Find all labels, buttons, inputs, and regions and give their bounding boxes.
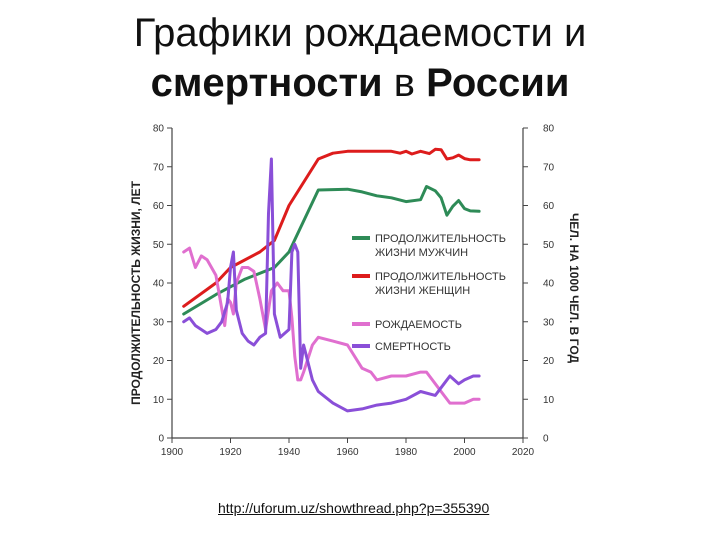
- right-y-tick-label: 80: [543, 124, 555, 135]
- x-tick-label: 1960: [336, 447, 359, 458]
- right-y-tick-label: 50: [543, 240, 555, 251]
- x-tick-label: 1980: [395, 447, 418, 458]
- right-y-tick-label: 30: [543, 317, 555, 328]
- left-y-tick-label: 30: [153, 317, 165, 328]
- title-word-mortality: смертности: [150, 61, 383, 105]
- death-rate-line: [182, 157, 481, 413]
- male-life-expectancy-line: [182, 185, 481, 316]
- life-expectancy-chart: 1900 1920 1940 1960 1980 2000 2020 0 10 20 30 40 50…: [129, 124, 581, 459]
- chart-legend: ПРОДОЛЖИТЕЛЬНОСТЬ ЖИЗНИ МУЖЧИН ПРОДОЛЖИТЕЛ…: [352, 233, 506, 353]
- x-tick-label: 1900: [161, 447, 184, 458]
- right-y-tick-label: 0: [543, 434, 549, 445]
- legend-label: ЖИЗНИ МУЖЧИН: [375, 247, 468, 259]
- title-line-2: смертности в России: [0, 58, 720, 108]
- source-link[interactable]: http://uforum.uz/showthread.php?p=355390: [218, 500, 490, 516]
- left-y-tick-label: 60: [153, 201, 165, 212]
- legend-label: РОЖДАЕМОСТЬ: [375, 319, 462, 331]
- left-y-tick-label: 0: [158, 434, 164, 445]
- right-y-tick-label: 70: [543, 162, 555, 173]
- right-y-axis-ticks: 0 10 20 30 40 50 60 70 80: [523, 124, 555, 445]
- right-y-tick-label: 40: [543, 279, 555, 290]
- left-y-tick-label: 80: [153, 124, 165, 135]
- page-title: Графики рождаемости и смертности в Росси…: [0, 8, 720, 108]
- left-y-tick-label: 70: [153, 162, 165, 173]
- left-y-tick-label: 20: [153, 356, 165, 367]
- left-y-axis-label: ПРОДОЛЖИТЕЛЬНОСТЬ ЖИЗНИ, ЛЕТ: [129, 180, 143, 405]
- legend-label: ПРОДОЛЖИТЕЛЬНОСТЬ: [375, 233, 506, 245]
- left-y-tick-label: 50: [153, 240, 165, 251]
- legend-label: ЖИЗНИ ЖЕНЩИН: [375, 285, 470, 297]
- x-tick-label: 2000: [453, 447, 476, 458]
- x-tick-label: 2020: [512, 447, 535, 458]
- right-y-tick-label: 60: [543, 201, 555, 212]
- chart-series: [182, 147, 481, 413]
- right-y-tick-label: 20: [543, 356, 555, 367]
- legend-label: ПРОДОЛЖИТЕЛЬНОСТЬ: [375, 271, 506, 283]
- chart-axes: [171, 128, 524, 439]
- left-y-tick-label: 10: [153, 395, 165, 406]
- title-line-1: Графики рождаемости и: [133, 11, 587, 55]
- legend-label: СМЕРТНОСТЬ: [375, 341, 451, 353]
- x-tick-label: 1940: [278, 447, 301, 458]
- title-word-russia: России: [426, 61, 570, 105]
- title-word-in: в: [382, 61, 427, 105]
- x-axis-ticks: 1900 1920 1940 1960 1980 2000 2020: [161, 438, 535, 458]
- right-y-axis-label: ЧЕЛ. НА 1000 ЧЕЛ. В ГОД: [567, 213, 581, 364]
- left-y-tick-label: 40: [153, 279, 165, 290]
- right-y-tick-label: 10: [543, 395, 555, 406]
- x-tick-label: 1920: [219, 447, 242, 458]
- left-y-axis-ticks: 0 10 20 30 40 50 60 70 80: [153, 124, 172, 445]
